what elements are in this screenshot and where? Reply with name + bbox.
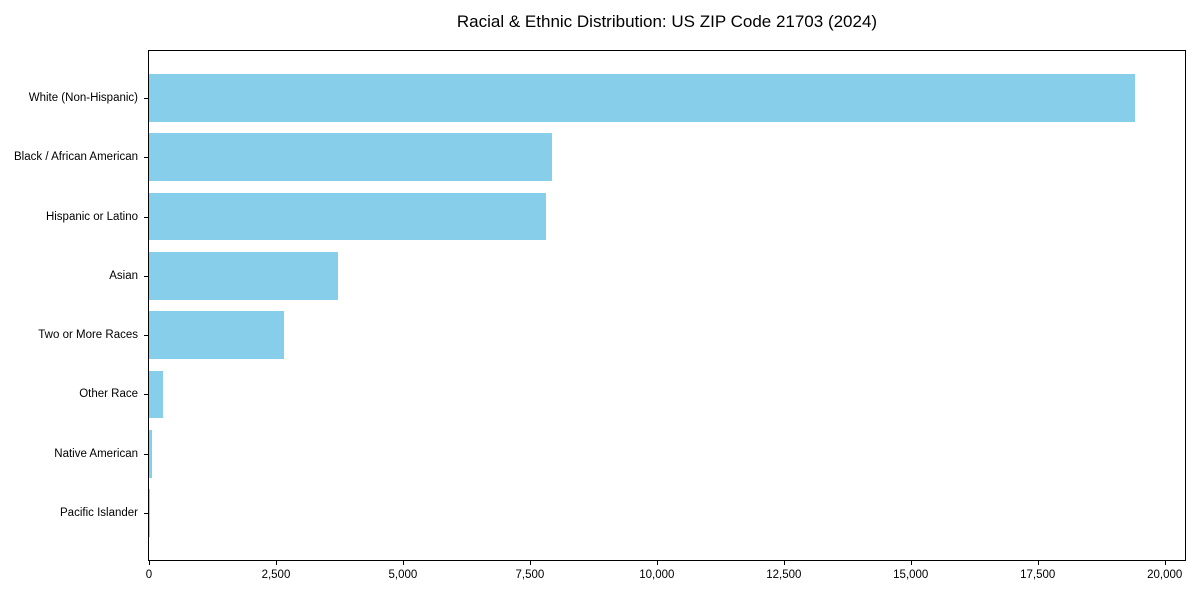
bar xyxy=(149,74,1135,122)
y-tick-mark xyxy=(144,97,148,99)
y-tick-mark xyxy=(144,275,148,277)
x-tick-mark xyxy=(1037,561,1039,565)
bar xyxy=(149,192,547,241)
y-tick-label: Hispanic or Latino xyxy=(45,210,138,223)
x-tick-mark xyxy=(275,561,277,565)
y-tick-mark xyxy=(144,453,148,455)
chart-title: Racial & Ethnic Distribution: US ZIP Cod… xyxy=(456,12,878,31)
x-tick-mark xyxy=(402,561,404,565)
x-tick-label: 15,000 xyxy=(893,569,929,581)
x-tick-label: 7,500 xyxy=(515,569,545,581)
bar xyxy=(149,489,151,537)
bar xyxy=(149,370,163,419)
y-tick-mark xyxy=(144,157,148,159)
y-tick-mark xyxy=(144,335,148,337)
y-tick-label: Pacific Islander xyxy=(60,507,138,520)
x-tick-mark xyxy=(783,561,785,565)
x-tick-mark xyxy=(149,561,150,565)
y-tick-label: Two or More Races xyxy=(38,329,138,342)
plot-area xyxy=(148,50,1186,561)
x-tick-label: 10,000 xyxy=(639,569,675,581)
y-tick-label: Black / African American xyxy=(14,151,138,164)
x-tick-label: 12,500 xyxy=(766,569,802,581)
y-tick-label: Other Race xyxy=(79,388,138,401)
bar xyxy=(149,252,338,300)
x-tick-mark xyxy=(529,561,531,565)
x-tick-label: 2,500 xyxy=(261,569,291,581)
y-tick-mark xyxy=(144,394,148,396)
bar xyxy=(149,311,285,359)
x-tick-label: 17,500 xyxy=(1020,569,1056,581)
x-tick-label: 0 xyxy=(145,569,153,581)
y-tick-label: Native American xyxy=(54,447,138,460)
x-axis: 0 2,500 5,000 7,500 10,000 12,500 15,000 17,500… xyxy=(145,561,1185,595)
y-tick-mark xyxy=(144,216,148,218)
y-tick-label: White (Non-Hispanic) xyxy=(28,91,138,104)
y-tick-label: Asian xyxy=(109,269,138,282)
x-tick-mark xyxy=(656,561,658,565)
bar xyxy=(149,430,153,478)
x-tick-mark xyxy=(1164,561,1166,565)
bar xyxy=(149,133,553,181)
x-tick-label: 5,000 xyxy=(388,569,418,581)
x-tick-mark xyxy=(910,561,912,565)
y-tick-mark xyxy=(144,513,148,515)
x-tick-label: 20,000 xyxy=(1147,569,1183,581)
y-axis: White (Non-Hispanic) Black / African Amer… xyxy=(0,51,148,560)
